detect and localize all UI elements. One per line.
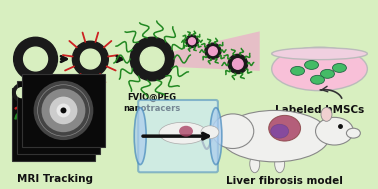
Ellipse shape xyxy=(201,126,219,139)
Circle shape xyxy=(205,43,221,59)
Text: MRI Tracking: MRI Tracking xyxy=(17,174,93,184)
Ellipse shape xyxy=(291,67,305,75)
Ellipse shape xyxy=(321,69,335,78)
FancyBboxPatch shape xyxy=(17,81,100,154)
Ellipse shape xyxy=(134,108,146,165)
Ellipse shape xyxy=(271,124,289,138)
Ellipse shape xyxy=(311,75,324,84)
Ellipse shape xyxy=(305,60,319,69)
Text: OA: OA xyxy=(34,101,47,110)
Ellipse shape xyxy=(250,155,260,173)
Circle shape xyxy=(232,59,243,69)
Ellipse shape xyxy=(321,108,332,121)
Circle shape xyxy=(56,104,70,117)
Circle shape xyxy=(14,37,57,81)
Text: DHCA-PEG: DHCA-PEG xyxy=(34,114,79,123)
Circle shape xyxy=(60,108,67,113)
Circle shape xyxy=(186,35,198,47)
Circle shape xyxy=(50,97,77,124)
FancyBboxPatch shape xyxy=(138,100,218,172)
Circle shape xyxy=(12,84,31,101)
Ellipse shape xyxy=(179,126,193,137)
Ellipse shape xyxy=(212,114,254,149)
Circle shape xyxy=(209,47,217,55)
Circle shape xyxy=(140,47,164,71)
Polygon shape xyxy=(174,31,260,71)
FancyBboxPatch shape xyxy=(22,74,105,147)
Ellipse shape xyxy=(346,128,360,138)
Circle shape xyxy=(81,49,100,69)
Ellipse shape xyxy=(333,64,346,72)
Text: Liver fibrosis model: Liver fibrosis model xyxy=(226,176,343,186)
Text: Labeled hMSCs: Labeled hMSCs xyxy=(275,105,364,115)
Circle shape xyxy=(228,54,248,74)
Ellipse shape xyxy=(275,155,285,173)
Ellipse shape xyxy=(269,115,301,141)
Ellipse shape xyxy=(220,110,330,162)
Text: FVIO@PEG
nanotracers: FVIO@PEG nanotracers xyxy=(124,93,181,113)
Circle shape xyxy=(23,47,48,71)
Circle shape xyxy=(17,88,26,98)
Ellipse shape xyxy=(210,108,222,165)
Ellipse shape xyxy=(272,48,367,60)
Circle shape xyxy=(130,37,174,81)
Ellipse shape xyxy=(316,117,353,145)
Circle shape xyxy=(42,89,85,132)
Circle shape xyxy=(73,41,108,77)
Ellipse shape xyxy=(159,122,207,144)
Circle shape xyxy=(189,38,195,45)
Ellipse shape xyxy=(272,47,367,91)
Text: FVIO: FVIO xyxy=(34,88,54,97)
Circle shape xyxy=(34,81,93,140)
FancyBboxPatch shape xyxy=(12,88,95,161)
